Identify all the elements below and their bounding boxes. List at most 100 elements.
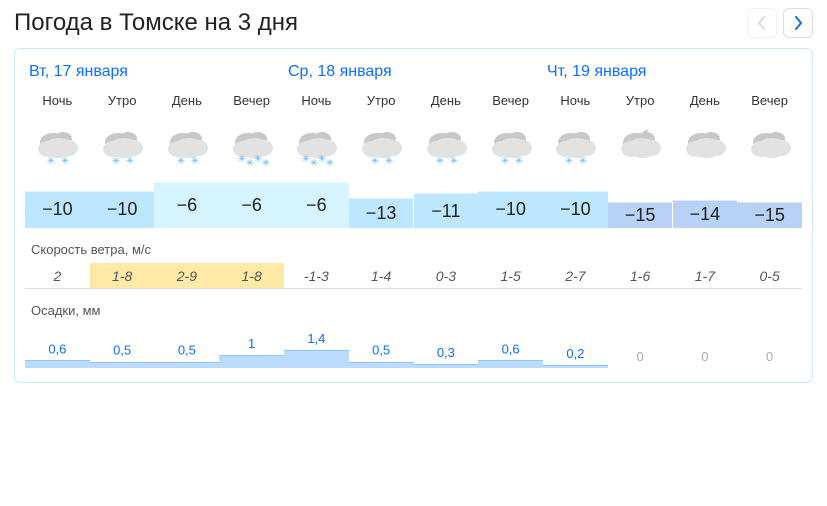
svg-text:✳: ✳ <box>177 156 185 167</box>
day-label[interactable]: Вт, 17 января <box>25 63 284 81</box>
weather-icon-cell <box>608 116 673 176</box>
svg-text:✳: ✳ <box>126 156 134 167</box>
weather-icon-cell: ✳✳ <box>414 116 479 176</box>
wind-cell: 0-5 <box>737 263 802 288</box>
page-title: Погода в Томске на 3 дня <box>14 9 298 37</box>
temperature-cell: −6 <box>284 182 349 228</box>
weather-icon-cell: ✳✳ <box>478 116 543 176</box>
daypart-label: Утро <box>608 87 673 116</box>
nav-buttons <box>747 8 813 38</box>
svg-text:✳: ✳ <box>500 156 508 167</box>
precip-value: 0,5 <box>113 343 131 362</box>
weather-icon: ✳✳ <box>98 122 146 170</box>
wind-cell: 2-7 <box>543 263 608 288</box>
wind-section-label: Скорость ветра, м/с <box>25 228 802 263</box>
wind-cell: -1-3 <box>284 263 349 288</box>
weather-icon: ✳✳✳✳ <box>292 122 340 170</box>
weather-icon-cell: ✳✳ <box>155 116 220 176</box>
precip-bar <box>543 365 608 368</box>
precip-value: 0 <box>637 349 644 368</box>
precip-bar <box>284 350 349 368</box>
temperature-cell: −15 <box>737 202 802 228</box>
svg-text:✳: ✳ <box>579 156 587 167</box>
svg-text:✳: ✳ <box>326 158 334 169</box>
day-label[interactable]: Чт, 19 января <box>543 63 802 81</box>
precip-cell: 0 <box>673 328 738 368</box>
daypart-label: Вечер <box>219 87 284 116</box>
temperature-cell: −6 <box>154 182 219 228</box>
precip-value: 1 <box>248 336 255 355</box>
weather-icon <box>681 122 729 170</box>
svg-text:✳: ✳ <box>61 156 69 167</box>
precip-value: 0,3 <box>437 345 455 364</box>
wind-cell: 0-3 <box>414 263 479 288</box>
temperature-cell: −13 <box>349 198 414 228</box>
wind-cell: 1-7 <box>673 263 738 288</box>
temperature-cell: −14 <box>673 200 738 228</box>
chevron-left-icon <box>757 16 767 30</box>
wind-cell: 2-9 <box>155 263 220 288</box>
day-label[interactable]: Ср, 18 января <box>284 63 543 81</box>
precip-cell: 0,5 <box>349 328 414 368</box>
temperature-cell: −6 <box>219 182 284 228</box>
daypart-label: Вечер <box>478 87 543 116</box>
daypart-label: День <box>155 87 220 116</box>
precip-row: 0,6 0,5 0,5 1 1,4 0,5 0,3 0,6 0,2 0 0 0 <box>25 328 802 368</box>
precip-cell: 0 <box>608 328 673 368</box>
next-button[interactable] <box>783 8 813 38</box>
precip-cell: 0 <box>737 328 802 368</box>
precip-section-label: Осадки, мм <box>25 289 802 324</box>
prev-button <box>747 8 777 38</box>
weather-icon: ✳✳ <box>422 122 470 170</box>
temperature-cell: −10 <box>90 191 155 228</box>
precip-bar <box>25 360 90 368</box>
precip-cell: 0,6 <box>478 328 543 368</box>
weather-icon: ✳✳ <box>551 122 599 170</box>
precip-bar <box>219 355 284 368</box>
precip-cell: 0,2 <box>543 328 608 368</box>
daypart-label: Ночь <box>543 87 608 116</box>
weather-icon: ✳✳ <box>357 122 405 170</box>
svg-text:✳: ✳ <box>436 156 444 167</box>
svg-text:✳: ✳ <box>261 158 269 169</box>
precip-cell: 0,5 <box>155 328 220 368</box>
weather-icon-cell: ✳✳ <box>25 116 90 176</box>
precip-value: 1,4 <box>307 331 325 350</box>
precip-cell: 1 <box>219 328 284 368</box>
precip-cell: 0,5 <box>90 328 155 368</box>
precip-cell: 0,6 <box>25 328 90 368</box>
temperature-cell: −10 <box>543 191 608 228</box>
precip-bar <box>414 364 479 368</box>
wind-cell: 1-8 <box>90 263 155 288</box>
weather-icon-cell: ✳✳✳✳ <box>219 116 284 176</box>
precip-bar <box>349 362 414 368</box>
wind-cell: 1-6 <box>608 263 673 288</box>
temperature-cell: −15 <box>608 202 673 228</box>
svg-text:✳: ✳ <box>112 156 120 167</box>
chevron-right-icon <box>793 16 803 30</box>
svg-text:✳: ✳ <box>385 156 393 167</box>
wind-row: 21-82-91-8-1-31-40-31-52-71-61-70-5 <box>25 263 802 289</box>
precip-value: 0,5 <box>372 343 390 362</box>
weather-icon: ✳✳ <box>487 122 535 170</box>
precip-value: 0,6 <box>502 341 520 360</box>
daypart-label: День <box>414 87 479 116</box>
daypart-label: Ночь <box>284 87 349 116</box>
precip-bar <box>155 362 220 368</box>
precip-value: 0 <box>766 349 773 368</box>
weather-icon-cell <box>737 116 802 176</box>
daypart-label: Утро <box>349 87 414 116</box>
weather-icon <box>616 122 664 170</box>
svg-text:✳: ✳ <box>191 156 199 167</box>
weather-icon-cell: ✳✳ <box>90 116 155 176</box>
wind-cell: 1-4 <box>349 263 414 288</box>
temperature-cell: −10 <box>478 191 543 228</box>
precip-value: 0 <box>701 349 708 368</box>
precip-value: 0,6 <box>48 341 66 360</box>
svg-text:✳: ✳ <box>371 156 379 167</box>
precip-value: 0,2 <box>566 346 584 365</box>
weather-icon: ✳✳ <box>163 122 211 170</box>
precip-cell: 0,3 <box>414 328 479 368</box>
precip-value: 0,5 <box>178 343 196 362</box>
daypart-label: День <box>673 87 738 116</box>
